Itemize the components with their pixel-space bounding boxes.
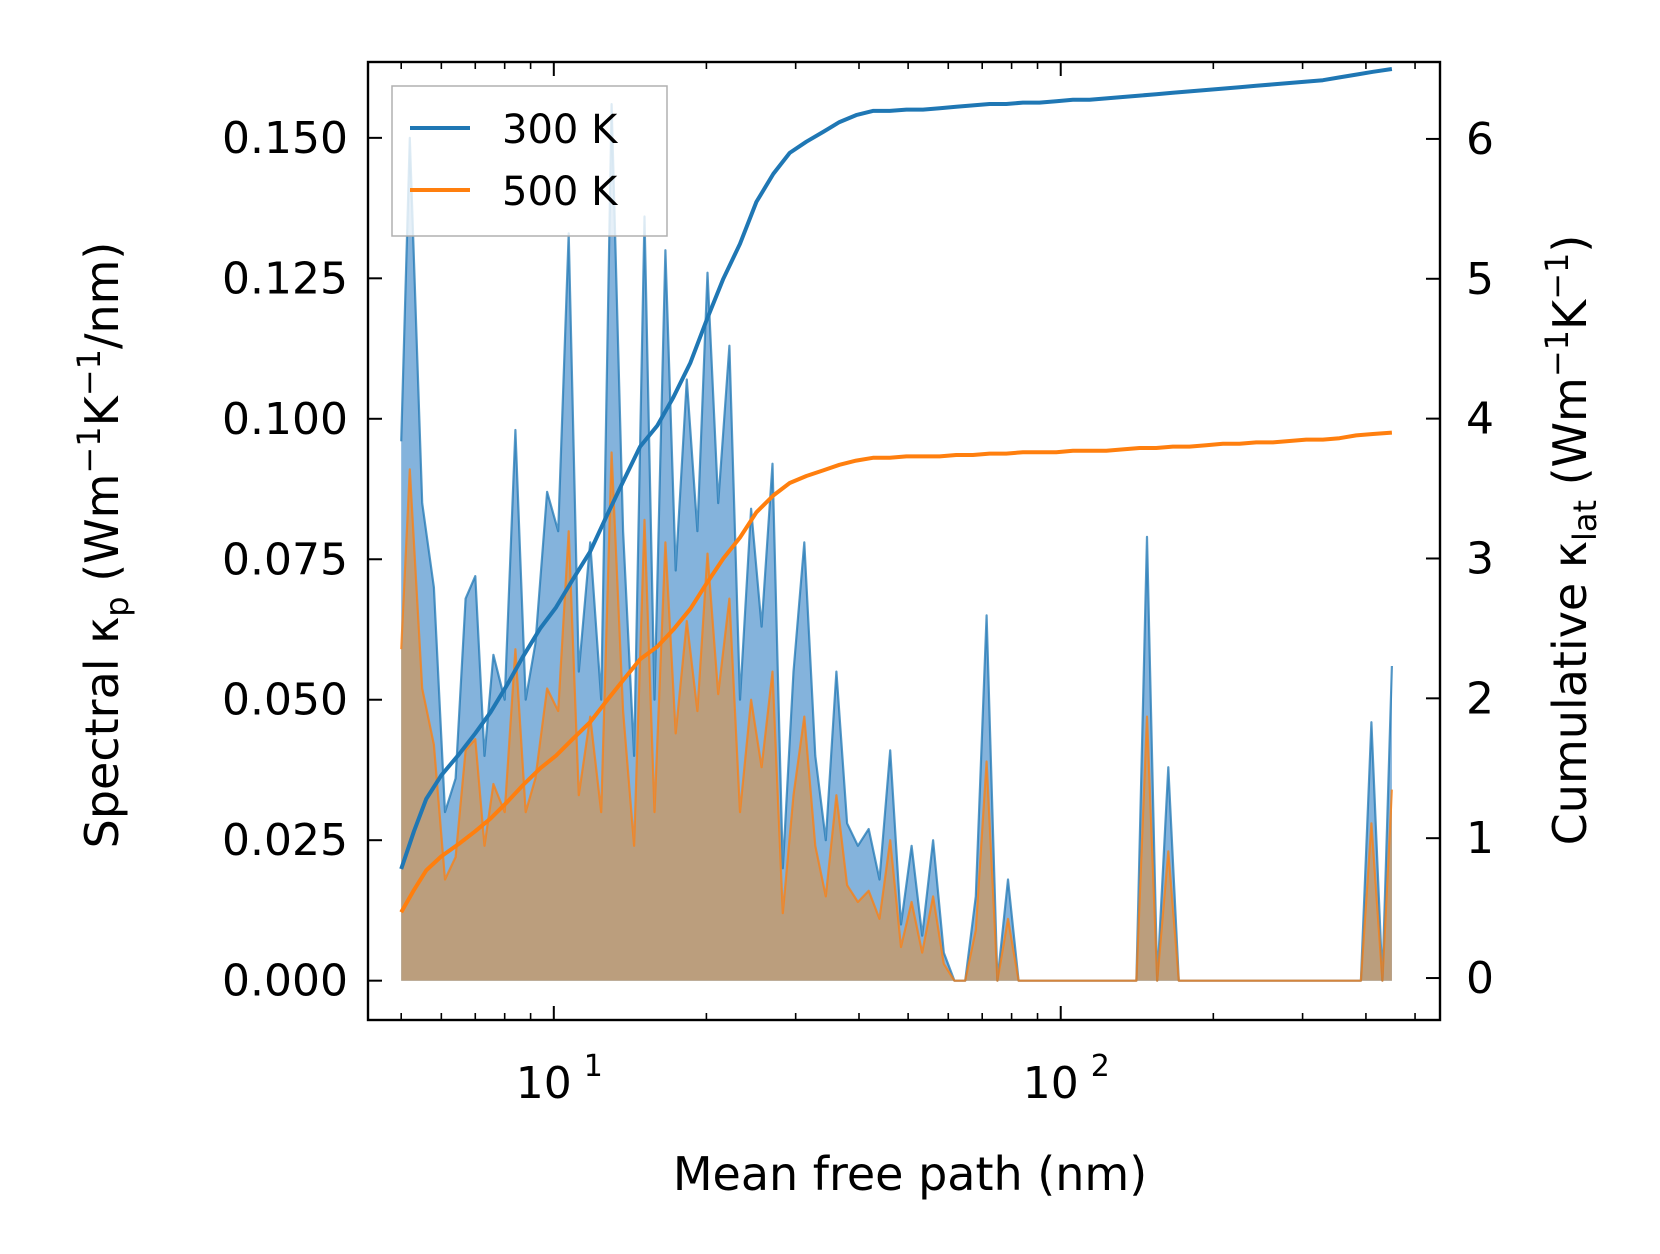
y-axis-left-label: Spectral κp (Wm−1K−1/nm) (70, 242, 136, 849)
axis-ticks: 0.000 0.025 0.050 0.075 0.100 0.125 0.150 0 1 2 3 4… (222, 62, 1494, 1109)
ylabel-right-end: ) (1543, 235, 1597, 253)
ylabel-left-end: /nm) (75, 242, 129, 349)
ylabel-left-sub: p (98, 596, 136, 616)
ylabel-left-post: (Wm (75, 474, 129, 597)
cumulative-line-300k (399, 67, 1393, 870)
y-left-tick-label: 0.125 (222, 253, 348, 304)
ylabel-right-pre: Cumulative κ (1543, 541, 1597, 845)
x-axis-label: Mean free path (nm) (673, 1147, 1147, 1201)
y-left-tick-label: 0.050 (222, 675, 348, 726)
y-right-tick-label: 3 (1466, 533, 1494, 584)
y-left-tick-label: 0.075 (222, 534, 348, 585)
y-right-tick-label: 6 (1466, 114, 1494, 165)
plot-area (399, 67, 1393, 982)
x-tick-label: 10 (1023, 1058, 1079, 1109)
y-left-tick-label: 0.025 (222, 815, 348, 866)
ylabel-left-sup1: −1 (70, 426, 108, 473)
ylabel-left-mid: K (75, 394, 129, 426)
x-tick-label: 10 (516, 1058, 572, 1109)
y-right-tick-label: 4 (1466, 394, 1494, 445)
y-left-tick-label: 0.150 (222, 113, 348, 164)
spectral-lines (400, 102, 1393, 982)
axes-frame (366, 60, 1442, 1022)
legend-label-300k: 300 K (502, 107, 619, 153)
cumulative-lines (399, 67, 1393, 914)
y-left-tick-label: 0.100 (222, 394, 348, 445)
ylabel-right-sup1: −1 (1538, 330, 1576, 377)
ylabel-right-sub: lat (1566, 500, 1604, 541)
ylabel-right-post: (Wm (1543, 377, 1597, 500)
spectral-line-500k (400, 451, 1393, 982)
y-axis-right-label: Cumulative κlat (Wm−1K−1) (1538, 235, 1604, 846)
legend-label-500k: 500 K (502, 169, 619, 215)
spectral-fill-500k (401, 452, 1392, 981)
ylabel-left-pre: Spectral κ (75, 617, 129, 849)
legend-box (391, 85, 668, 237)
ylabel-right-mid: K (1543, 298, 1597, 330)
y-right-tick-label: 2 (1466, 673, 1494, 724)
y-left-tick-label: 0.000 (222, 956, 348, 1007)
x-tick-label-exponent: 1 (584, 1049, 603, 1084)
ylabel-right-sup2: −1 (1538, 253, 1576, 300)
cumulative-line-500k (399, 430, 1393, 914)
y-right-tick-label: 0 (1466, 953, 1494, 1004)
x-tick-label-exponent: 2 (1091, 1049, 1110, 1084)
y-right-tick-label: 1 (1466, 813, 1494, 864)
y-right-tick-label: 5 (1466, 254, 1494, 305)
ylabel-left-sup2: −1 (70, 349, 108, 396)
legend: 300 K 500 K (391, 85, 668, 237)
